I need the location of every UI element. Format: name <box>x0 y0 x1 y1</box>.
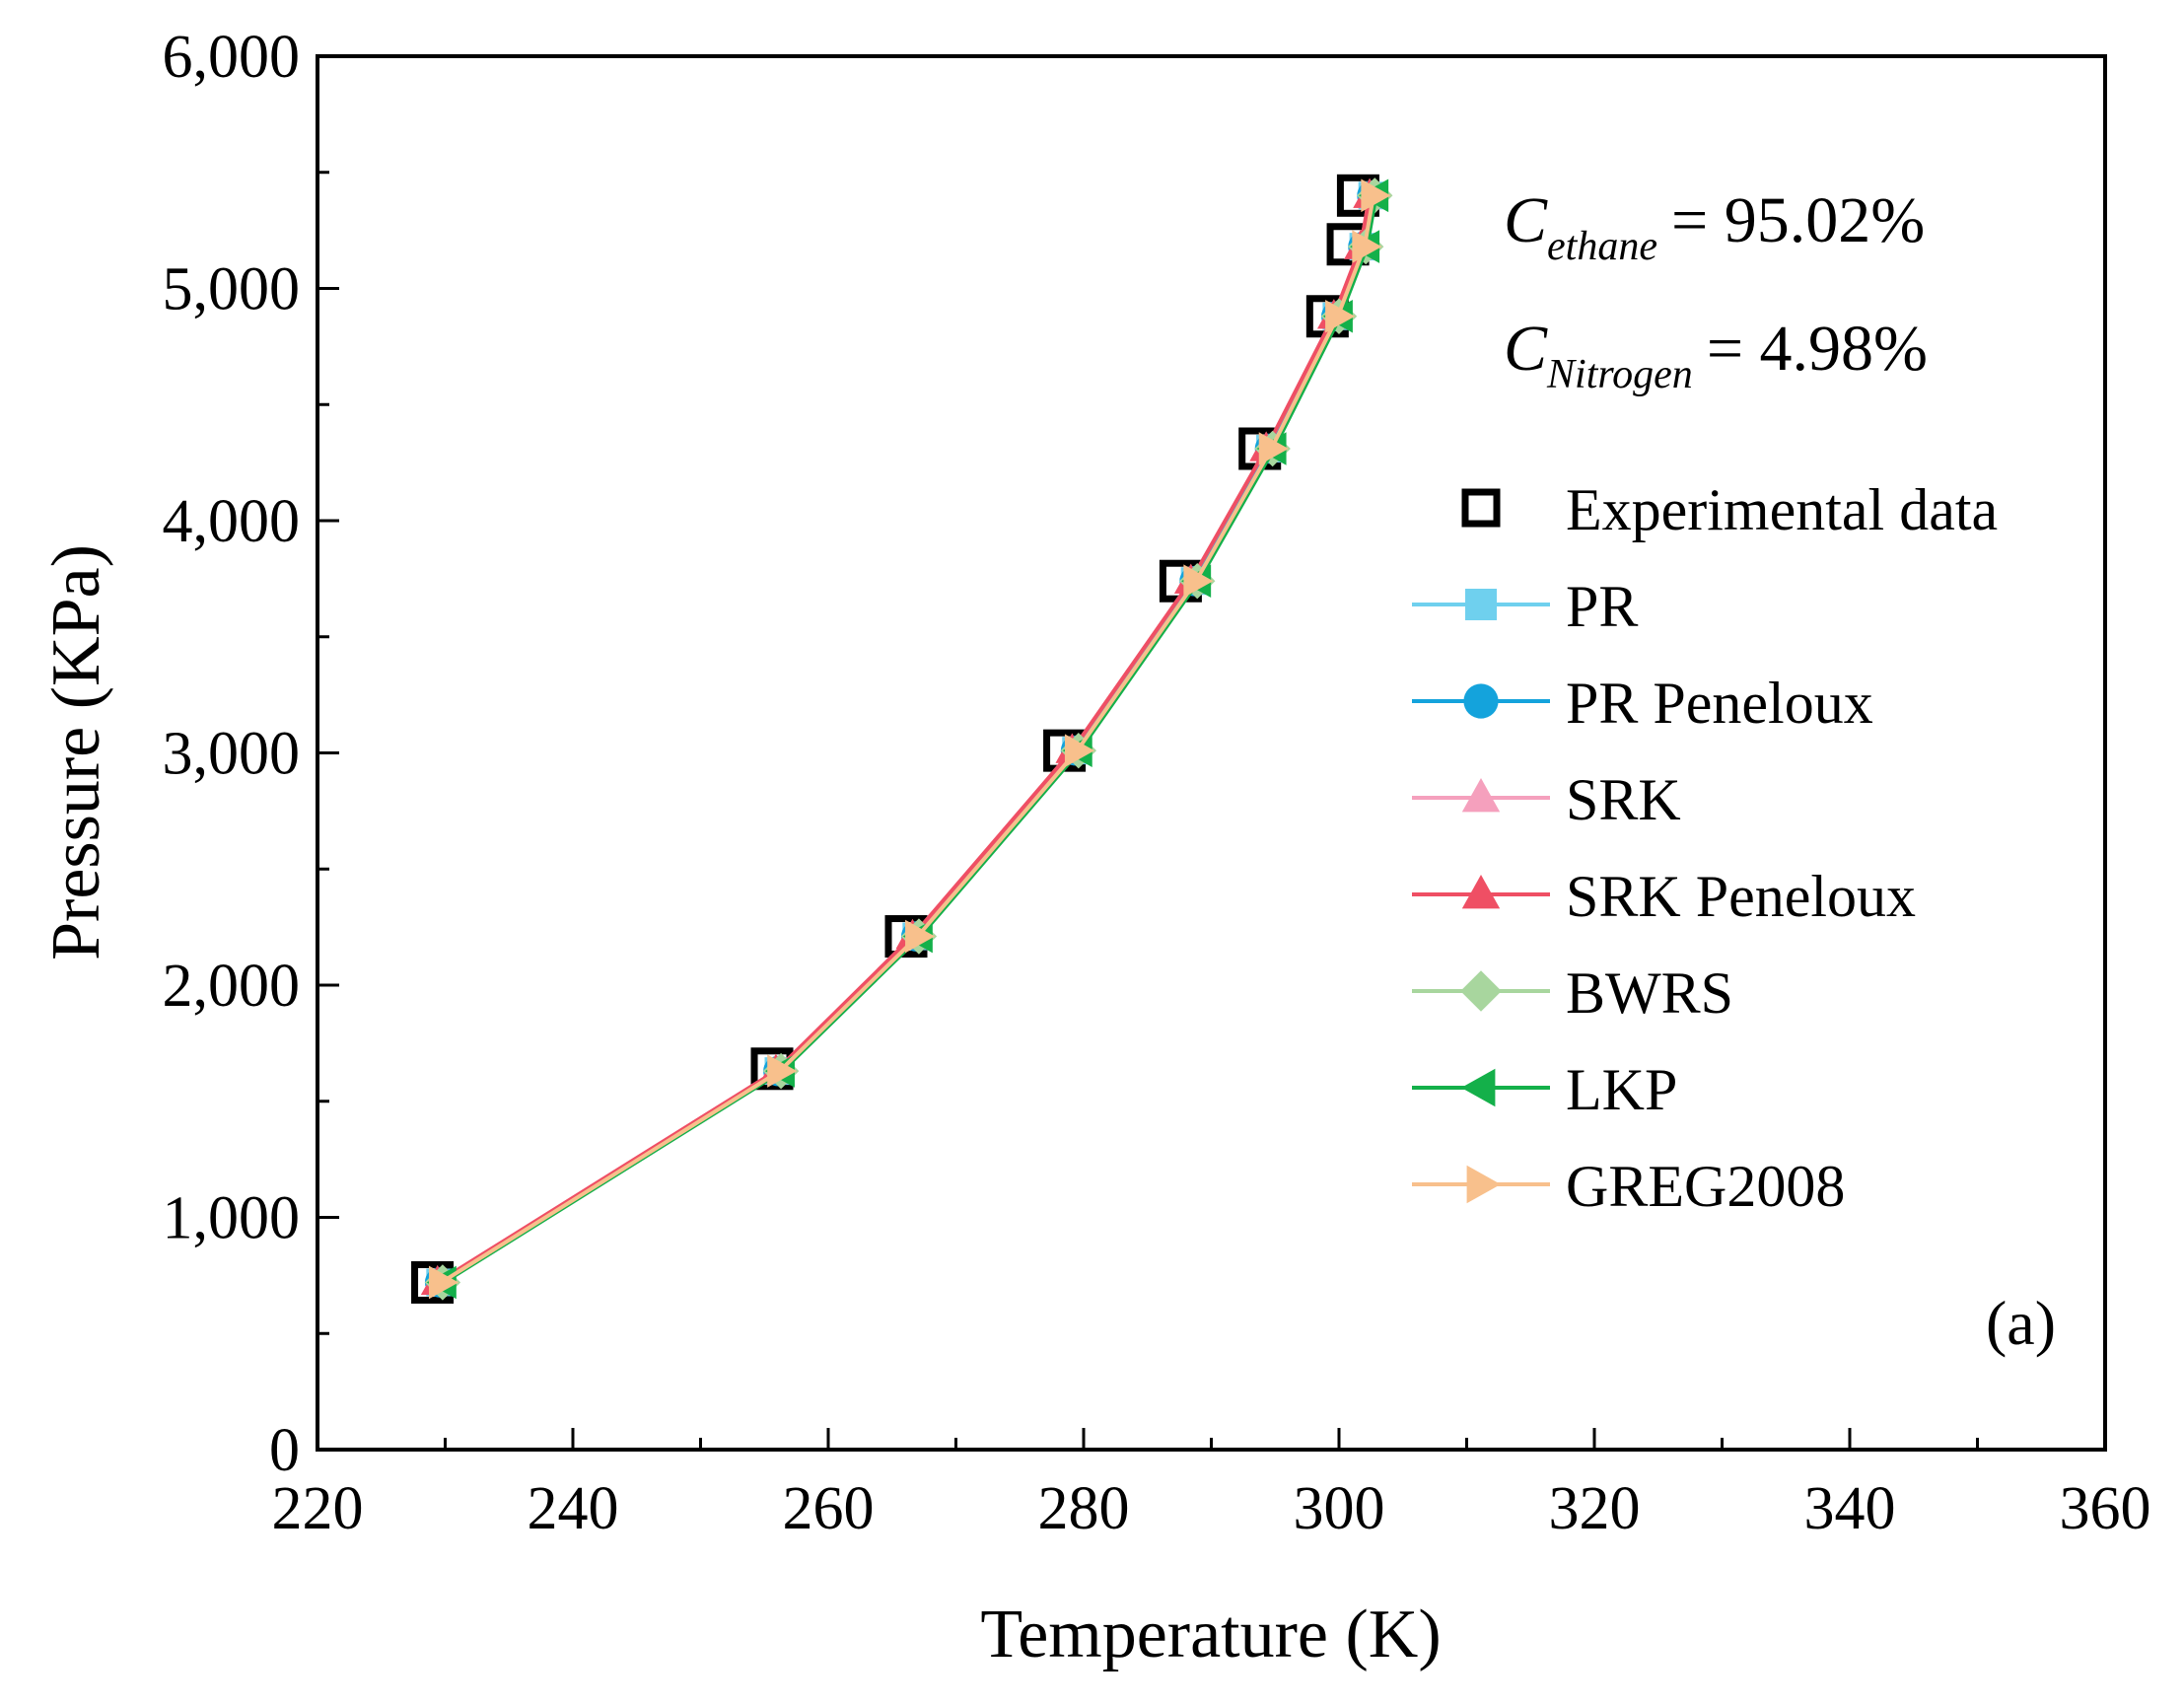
y-tick-label: 2,000 <box>163 953 301 1020</box>
series-srk-peneloux <box>420 178 1386 1296</box>
composition-annotation: Cethane = 95.02% CNitrogen = 4.98% <box>1504 184 1928 397</box>
series-line-srk <box>436 194 1373 1285</box>
x-tick-label: 320 <box>1549 1475 1641 1542</box>
data-point-greg2008 <box>429 1265 459 1300</box>
series-line-srk-peneloux <box>436 194 1373 1285</box>
series-pr-peneloux <box>424 179 1388 1298</box>
legend-marker <box>1466 1165 1501 1204</box>
legend-marker <box>1461 488 1501 528</box>
x-tick-label: 220 <box>272 1475 364 1542</box>
series-layer <box>411 174 1393 1304</box>
legend-marker <box>1461 1068 1496 1107</box>
series-line-pr <box>439 194 1374 1285</box>
legend-marker <box>1460 970 1502 1012</box>
plot-frame <box>316 54 2107 1452</box>
y-axis-label: Pressure (KPa) <box>38 544 114 960</box>
legend-marker <box>1463 683 1499 719</box>
legend-item-lkp: LKP <box>1412 1057 1677 1122</box>
legend-label: PR Peneloux <box>1566 671 1873 736</box>
legend-label: BWRS <box>1566 960 1733 1026</box>
y-tick-label: 6,000 <box>163 24 301 91</box>
y-tick-label: 0 <box>269 1417 300 1484</box>
series-experimental-data <box>411 174 1379 1304</box>
legend-marker <box>1461 778 1501 813</box>
data-point-greg2008 <box>1258 432 1289 465</box>
series-line-bwrs <box>441 194 1377 1285</box>
legend-item-srk: SRK <box>1412 767 1681 832</box>
legend-item-bwrs: BWRS <box>1412 960 1733 1026</box>
data-point-greg2008 <box>1325 299 1356 333</box>
x-tick-label: 340 <box>1804 1475 1896 1542</box>
annotation-nitrogen: CNitrogen = 4.98% <box>1504 313 1928 397</box>
legend-label: PR <box>1566 574 1638 639</box>
x-tick-label: 260 <box>783 1475 875 1542</box>
y-tick-label: 4,000 <box>163 488 301 555</box>
series-srk <box>420 178 1386 1296</box>
x-axis-ticks: 220 240 260 280 300 320 340 360 <box>272 1428 2151 1542</box>
series-pr <box>426 181 1386 1297</box>
legend-label: LKP <box>1566 1057 1677 1122</box>
data-point-greg2008 <box>1183 564 1214 599</box>
data-point-greg2008 <box>767 1054 798 1088</box>
panel-label: (a) <box>1986 1288 2056 1358</box>
legend-label: SRK <box>1566 767 1681 832</box>
legend-item-pr: PR <box>1412 574 1638 639</box>
y-axis-ticks: 0 1,000 2,000 3,000 4,000 5,000 6,000 <box>163 24 339 1484</box>
series-line-greg2008 <box>440 194 1375 1285</box>
series-bwrs <box>424 178 1393 1301</box>
legend-label: GREG2008 <box>1566 1154 1845 1219</box>
legend: Experimental data PR PR Peneloux SRK SRK Pen… <box>1412 477 1998 1219</box>
legend-marker <box>1461 875 1501 909</box>
legend-item-greg2008: GREG2008 <box>1412 1154 1845 1219</box>
annotation-ethane: Cethane = 95.02% <box>1504 184 1925 269</box>
x-tick-label: 300 <box>1294 1475 1385 1542</box>
y-tick-label: 3,000 <box>163 721 301 788</box>
x-axis-label: Temperature (K) <box>980 1597 1441 1672</box>
y-tick-label: 5,000 <box>163 256 301 323</box>
y-tick-label: 1,000 <box>163 1185 301 1252</box>
data-point-greg2008 <box>1352 230 1382 263</box>
data-point-greg2008 <box>1361 178 1391 213</box>
x-tick-label: 360 <box>2060 1475 2151 1542</box>
x-tick-label: 280 <box>1038 1475 1130 1542</box>
x-tick-label: 240 <box>528 1475 619 1542</box>
series-greg2008 <box>429 178 1391 1300</box>
data-point-greg2008 <box>1064 734 1095 767</box>
legend-label: SRK Peneloux <box>1566 864 1916 929</box>
series-lkp <box>426 178 1389 1300</box>
series-line-pr-peneloux <box>439 194 1374 1285</box>
legend-item-experimental-data: Experimental data <box>1461 477 1998 542</box>
data-point-greg2008 <box>905 919 936 954</box>
legend-item-srk-peneloux: SRK Peneloux <box>1412 864 1916 929</box>
legend-label: Experimental data <box>1566 477 1998 542</box>
legend-item-pr-peneloux: PR Peneloux <box>1412 671 1873 736</box>
series-line-lkp <box>443 194 1378 1285</box>
legend-marker <box>1465 589 1497 620</box>
